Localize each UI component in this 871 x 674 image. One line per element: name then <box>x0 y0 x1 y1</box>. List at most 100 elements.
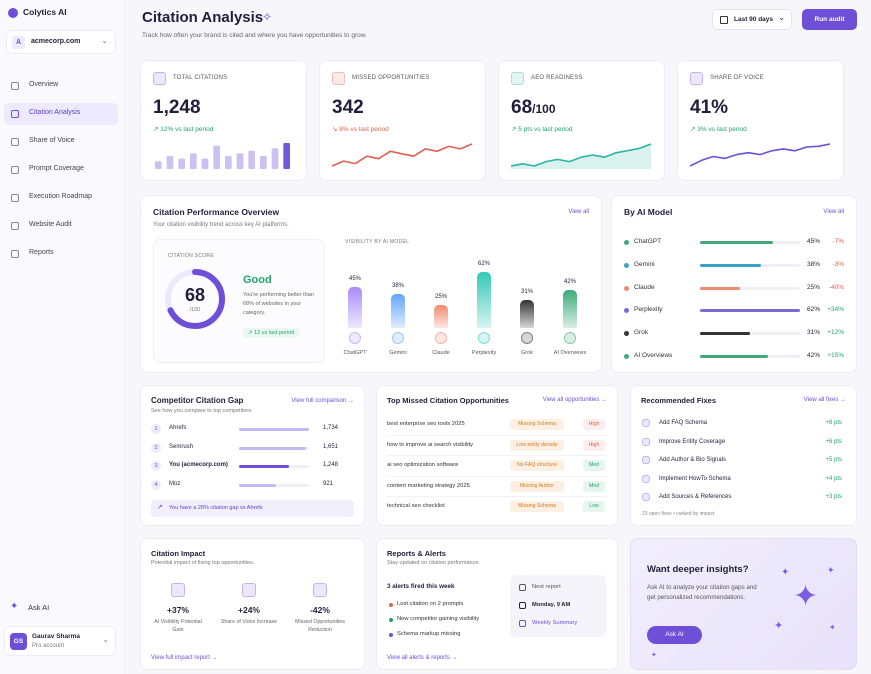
alert: Schema markup missing <box>397 631 461 637</box>
next-report: Next report Monday, 9 AM Weekly Summary <box>510 575 606 637</box>
alert: Lost citation on 2 prompts <box>397 601 464 607</box>
bar-category: Perplexity <box>471 350 497 356</box>
donut-arc <box>165 269 225 329</box>
link[interactable]: View all <box>823 209 844 215</box>
opportunities-card: Top Missed Citation Opportunities View al… <box>376 385 618 526</box>
bar-value: 25% <box>434 294 447 301</box>
alert-dot <box>389 603 393 607</box>
bar <box>348 287 362 328</box>
bar <box>434 305 448 328</box>
ask-ai-button[interactable]: Ask AI <box>647 626 702 644</box>
note-text: You have a 28% citation gap vs Ahrefs <box>169 505 263 511</box>
note-icon: ↗ <box>157 504 163 511</box>
card-title: Citation Performance Overview <box>153 207 280 217</box>
issue: Missing Author <box>510 480 564 492</box>
bar-value: 42% <box>563 279 576 286</box>
ask-ai[interactable]: Ask AI <box>28 603 50 612</box>
issue: Missing Schema <box>510 419 564 430</box>
bar-value: 62% <box>477 261 490 267</box>
card-subtitle: Potential impact of fixing top opportuni… <box>151 560 255 566</box>
model-icon <box>349 332 361 344</box>
link[interactable]: View all alerts & reports → <box>387 655 458 661</box>
nav-item[interactable]: Reports <box>4 243 118 265</box>
nav-item[interactable]: Share of Voice <box>4 131 118 153</box>
model-icon <box>521 332 533 344</box>
query: content marketing strategy 2025 <box>387 482 470 489</box>
link[interactable]: View all fixes → <box>803 397 846 403</box>
page-subtitle: Track how often your brand is cited and … <box>142 32 367 39</box>
fix-name[interactable]: Improve Entity Coverage <box>659 438 726 445</box>
alert-count: 3 alerts fired this week <box>387 583 455 590</box>
score-max: /100 <box>189 307 201 313</box>
graphic <box>155 143 290 169</box>
competitor-value: 1,734 <box>323 425 339 431</box>
date-range[interactable]: Last 90 days ⌄ <box>712 9 792 30</box>
issue: No FAQ structure <box>510 460 564 471</box>
nav-item[interactable]: Website Audit <box>4 215 118 237</box>
spark-bar <box>213 145 220 169</box>
impact-value: +37% <box>167 605 189 615</box>
nav-item[interactable]: Citation Analysis <box>4 103 118 125</box>
model-name: ChatGPT <box>634 238 662 245</box>
nav-item[interactable]: Prompt Coverage <box>4 159 118 181</box>
competitor-name: You (acmecorp.com) <box>169 462 228 468</box>
fixes-card: Recommended Fixes View all fixes → Add FAQ… <box>630 385 857 526</box>
nav-item[interactable]: Overview <box>4 75 118 97</box>
impact-label: Share of Voice Increase <box>220 619 278 625</box>
icon <box>642 474 650 483</box>
impact-value: +24% <box>238 605 260 615</box>
bar-value: 31% <box>520 289 533 295</box>
user-card[interactable]: GS Gaurav Sharma Pro account ⌄ <box>4 626 116 656</box>
workspace-badge: A <box>12 36 25 49</box>
fix-name[interactable]: Implement HowTo Schema <box>659 475 731 482</box>
model-icon <box>478 332 490 344</box>
link[interactable]: View full impact report → <box>151 655 218 661</box>
fixes-footer: 23 open fixes • ranked by impact <box>642 511 715 517</box>
by-model-card: By AI Model View all ChatGPT 45% -7% Gemini 38… <box>611 195 857 373</box>
chevron: ⌄ <box>101 36 108 45</box>
link[interactable]: View full comparison → <box>291 398 354 404</box>
share: 38% <box>806 260 820 268</box>
divider <box>387 434 607 436</box>
spark-bar <box>260 156 267 169</box>
share: 62% <box>806 306 820 314</box>
spark-bar <box>201 158 209 169</box>
nav-item[interactable]: Execution Roadmap <box>4 187 118 209</box>
query: technical seo checklist <box>387 503 445 509</box>
kpi-label: AEO READINESS <box>531 75 583 81</box>
change: -3% <box>832 260 844 268</box>
description: You're performing better than 68% of web… <box>243 292 314 316</box>
kpi-card: MISSED OPPORTUNITIES 342 ↘ 8% vs last peri… <box>319 60 486 181</box>
alert-dot <box>389 618 393 622</box>
competitor-card: Competitor Citation Gap See how you compa… <box>140 385 365 526</box>
bar-category: ChatGPT <box>343 350 367 356</box>
legend-dot <box>624 240 629 245</box>
icon <box>171 583 185 597</box>
graphic <box>690 143 830 167</box>
nav-icon <box>11 138 19 146</box>
priority: Med <box>583 460 605 471</box>
bar-track <box>700 286 800 290</box>
bar-category: AI Overviews <box>553 350 587 356</box>
card-title: Competitor Citation Gap <box>151 396 244 405</box>
bar <box>700 241 773 244</box>
share: 45% <box>806 238 820 245</box>
fix-name[interactable]: Add FAQ Schema <box>659 420 708 426</box>
spark-line <box>332 143 472 167</box>
spark-area <box>511 144 651 169</box>
fix-name[interactable]: Add Author & Bio Signals <box>659 457 727 463</box>
card-title: Recommended Fixes <box>641 396 717 405</box>
run-audit[interactable]: Run audit <box>802 9 857 30</box>
fix-name[interactable]: Add Sources & References <box>659 494 732 500</box>
bar <box>239 428 309 431</box>
card-subtitle: Stay updated on citation performance. <box>387 560 480 566</box>
change: +15% <box>827 352 844 359</box>
kpi-delta: ↗ 12% vs last period <box>153 126 214 133</box>
sparkle: ✦ <box>827 565 835 575</box>
link[interactable]: View all <box>568 209 589 215</box>
sparkle: ✦ <box>774 620 784 632</box>
link[interactable]: View all opportunities → <box>542 397 607 403</box>
bar <box>520 300 534 328</box>
bar <box>239 483 277 487</box>
